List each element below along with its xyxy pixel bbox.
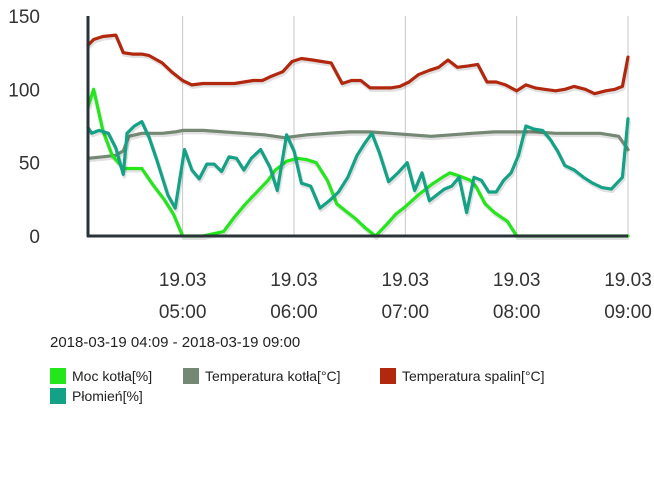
- y-tick-label: 0: [29, 227, 40, 248]
- series-lines: [86, 33, 631, 240]
- legend-item-temperatura-kotla[interactable]: Temperatura kotła[°C]: [183, 368, 341, 384]
- x-tick-time: 08:00: [493, 302, 541, 323]
- x-tick-date: 19.03: [493, 270, 541, 291]
- y-tick-label: 150: [8, 7, 40, 28]
- y-tick-label: 100: [8, 80, 40, 101]
- legend-item-moc-kotla[interactable]: Moc kotła[%]: [50, 368, 152, 384]
- x-tick-date: 19.03: [604, 270, 652, 291]
- series-line: [86, 33, 630, 96]
- legend-swatch: [380, 368, 396, 384]
- series-shadow: [87, 89, 629, 240]
- x-tick-date: 19.03: [270, 270, 318, 291]
- y-tick-label: 50: [19, 154, 40, 175]
- x-tick-date: 19.03: [382, 270, 430, 291]
- legend-swatch: [183, 368, 199, 384]
- legend-label: Temperatura kotła[°C]: [205, 368, 341, 384]
- x-tick-time: 05:00: [159, 302, 207, 323]
- x-axis-ticks: 19.03 05:00 19.03 06:00 19.03 07:00 19.03 08:00…: [159, 270, 652, 323]
- series-line: [86, 87, 630, 238]
- series-line: [86, 117, 630, 215]
- chart-canvas: 0 50 100 150 19.03 05:00 19.03 06:00 19.03 07:00…: [8, 7, 652, 323]
- legend-label: Płomień[%]: [72, 388, 143, 404]
- time-range-label: 2018-03-19 04:09 - 2018-03-19 09:00: [50, 334, 301, 351]
- series-shadow: [87, 35, 631, 98]
- legend-item-temperatura-spalin[interactable]: Temperatura spalin[°C]: [380, 368, 545, 384]
- legend-label: Moc kotła[%]: [72, 368, 153, 384]
- series-line: [86, 128, 630, 160]
- legend-item-plomien[interactable]: Płomień[%]: [50, 388, 143, 404]
- x-tick-date: 19.03: [159, 270, 207, 291]
- series-shadow: [88, 130, 631, 163]
- x-tick-time: 09:00: [604, 302, 652, 323]
- y-axis-ticks: 0 50 100 150: [8, 7, 40, 248]
- x-tick-time: 06:00: [270, 302, 318, 323]
- legend-label: Temperatura spalin[°C]: [402, 368, 545, 384]
- legend-swatch: [50, 368, 66, 384]
- legend-swatch: [50, 388, 66, 404]
- x-tick-time: 07:00: [382, 302, 430, 323]
